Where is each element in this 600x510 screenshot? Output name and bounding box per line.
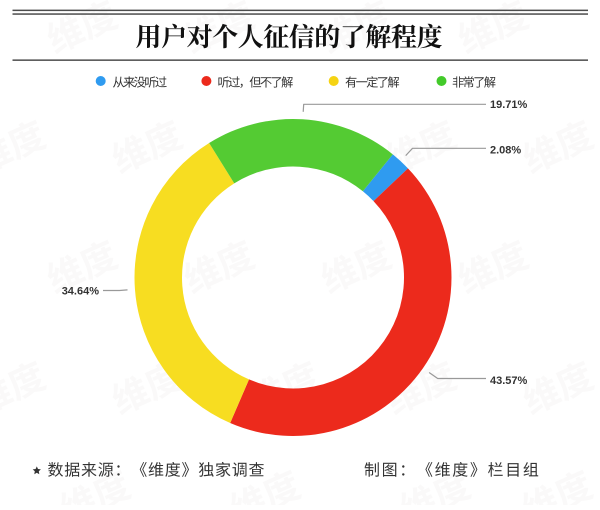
svg-text:2.08%: 2.08% (490, 145, 521, 157)
svg-text:34.64%: 34.64% (62, 285, 100, 297)
svg-text:19.71%: 19.71% (490, 99, 528, 111)
svg-text:43.57%: 43.57% (490, 375, 528, 387)
